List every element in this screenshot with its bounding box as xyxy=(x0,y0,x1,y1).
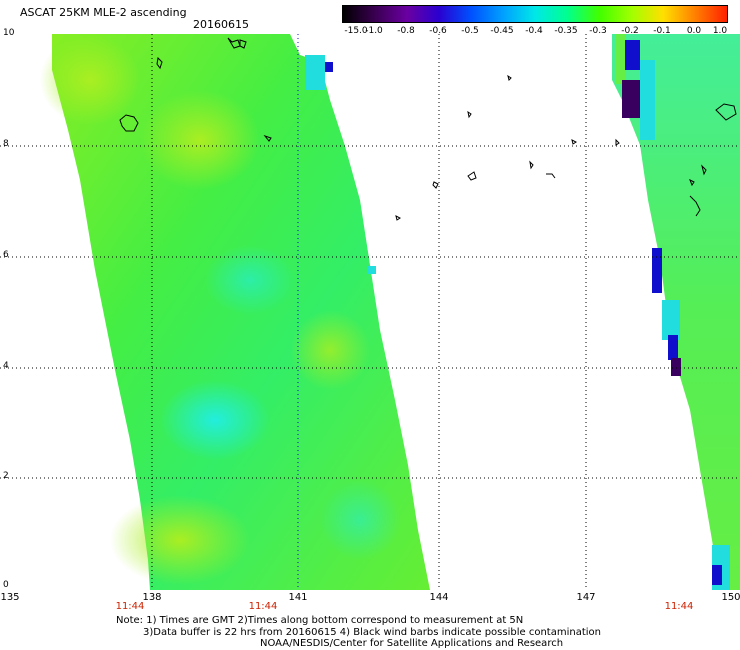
colorbar-tick-label: -0.5 xyxy=(461,26,479,36)
colorbar-tick-label: -0.8 xyxy=(397,26,415,36)
colorbar-tick-label: -0.45 xyxy=(490,26,514,36)
colorbar-tick-label: -0.4 xyxy=(525,26,543,36)
chart-date: 20160615 xyxy=(193,18,249,31)
colorbar-tick-label: 1.0 xyxy=(712,26,728,36)
colorbar-tick-label: -0.2 xyxy=(621,26,639,36)
coastlines xyxy=(119,37,737,221)
y-tick-label: 2 xyxy=(3,471,9,481)
y-tick-label: 0 xyxy=(3,580,9,590)
y-tick-label: 8 xyxy=(3,139,9,149)
colorbar-tick-label: -0.1 xyxy=(653,26,671,36)
colorbar xyxy=(342,5,728,23)
x-tick-label: 144 xyxy=(429,592,449,603)
colorbar-gradient xyxy=(343,6,727,22)
colorbar-tick-label: -0.6 xyxy=(429,26,447,36)
x-tick-label: 138 xyxy=(142,592,162,603)
y-tick-label: 4 xyxy=(3,361,9,371)
y-tick-label: 10 xyxy=(3,28,15,38)
colorbar-tick-label: -0.35 xyxy=(554,26,578,36)
pass-time: 11:44 xyxy=(115,601,145,612)
x-tick-label: 147 xyxy=(576,592,596,603)
x-tick-label: 141 xyxy=(288,592,308,603)
colorbar-tick-label: -15.0 xyxy=(344,26,368,36)
graticule xyxy=(0,34,740,590)
colorbar-tick-label: 0.0 xyxy=(686,26,702,36)
colorbar-tick-label: -1.0 xyxy=(365,26,383,36)
pass-time: 11:44 xyxy=(248,601,278,612)
colorbar-tick-label: -0.3 xyxy=(589,26,607,36)
note-line-3: NOAA/NESDIS/Center for Satellite Applica… xyxy=(260,638,564,649)
pass-time: 11:44 xyxy=(664,601,694,612)
note-line-1: Note: 1) Times are GMT 2)Times along bot… xyxy=(116,615,524,626)
x-tick-label: 150 xyxy=(721,592,740,603)
y-tick-label: 6 xyxy=(3,250,9,260)
x-tick-label: 135 xyxy=(0,592,20,603)
chart-title: ASCAT 25KM MLE-2 ascending xyxy=(20,6,187,19)
note-line-2: 3)Data buffer is 22 hrs from 20160615 4)… xyxy=(143,627,601,638)
